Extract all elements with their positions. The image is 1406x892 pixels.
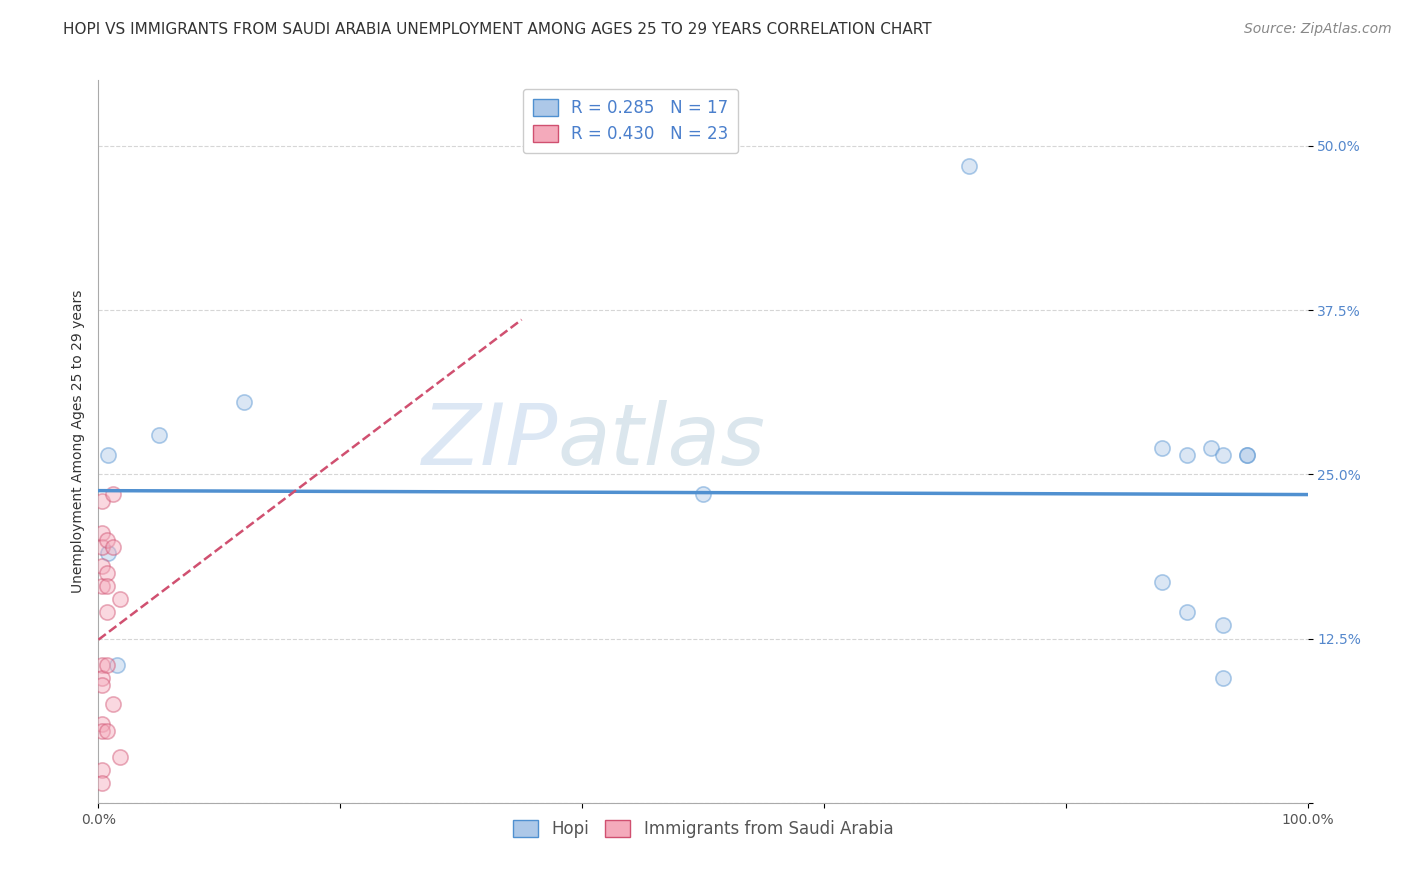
Point <box>692 487 714 501</box>
Point <box>91 671 114 685</box>
Point <box>91 723 114 738</box>
Point <box>1236 448 1258 462</box>
Point <box>96 533 118 547</box>
Point <box>101 487 124 501</box>
Point <box>96 566 118 580</box>
Point <box>97 546 120 560</box>
Text: atlas: atlas <box>558 400 766 483</box>
Point <box>1152 441 1174 455</box>
Point <box>1175 448 1198 462</box>
Point <box>91 657 114 672</box>
Point <box>91 540 114 554</box>
Text: Source: ZipAtlas.com: Source: ZipAtlas.com <box>1244 22 1392 37</box>
Point <box>96 605 118 619</box>
Point <box>101 698 124 712</box>
Point <box>105 657 128 672</box>
Point <box>108 749 131 764</box>
Point <box>91 559 114 574</box>
Point <box>96 657 118 672</box>
Y-axis label: Unemployment Among Ages 25 to 29 years: Unemployment Among Ages 25 to 29 years <box>70 290 84 593</box>
Point <box>101 540 124 554</box>
Point <box>1212 448 1234 462</box>
Point <box>97 448 120 462</box>
Point <box>91 493 114 508</box>
Point <box>91 717 114 731</box>
Point <box>91 763 114 777</box>
Point <box>957 159 980 173</box>
Point <box>1212 618 1234 632</box>
Point <box>1212 671 1234 685</box>
Point <box>91 677 114 691</box>
Point <box>232 395 254 409</box>
Point <box>1236 448 1258 462</box>
Point <box>1152 575 1174 590</box>
Point <box>1175 605 1198 619</box>
Point <box>91 579 114 593</box>
Point <box>148 428 170 442</box>
Point <box>91 776 114 790</box>
Point <box>91 526 114 541</box>
Point <box>96 579 118 593</box>
Legend: Hopi, Immigrants from Saudi Arabia: Hopi, Immigrants from Saudi Arabia <box>506 814 900 845</box>
Point <box>108 592 131 607</box>
Point <box>1199 441 1222 455</box>
Text: HOPI VS IMMIGRANTS FROM SAUDI ARABIA UNEMPLOYMENT AMONG AGES 25 TO 29 YEARS CORR: HOPI VS IMMIGRANTS FROM SAUDI ARABIA UNE… <box>63 22 932 37</box>
Point <box>96 723 118 738</box>
Text: ZIP: ZIP <box>422 400 558 483</box>
